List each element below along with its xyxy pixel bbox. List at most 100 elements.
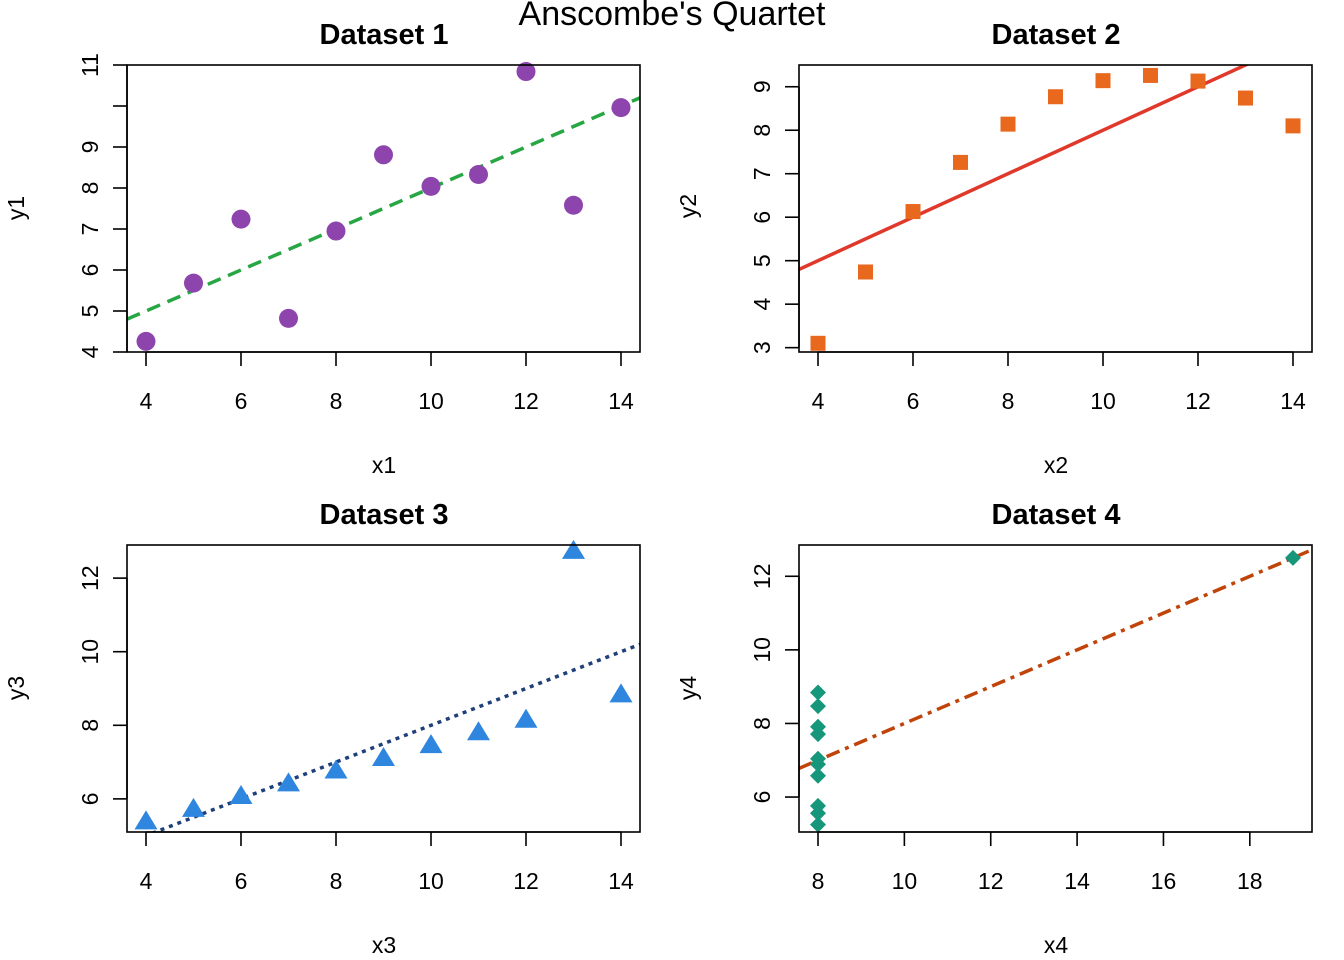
- y-tick-label: 5: [749, 254, 775, 267]
- panel-3-xlabel: x3: [372, 932, 396, 958]
- x-tick-label: 6: [907, 388, 920, 414]
- panel-4-xlabel: x4: [1044, 932, 1069, 958]
- data-point-1-11: [184, 273, 203, 293]
- fit-line-4: [799, 548, 1312, 770]
- x-tick-label: 10: [418, 388, 444, 414]
- x-tick-label: 14: [1280, 388, 1306, 414]
- panel-2-xlabel: x2: [1044, 452, 1068, 478]
- data-point-3-10: [277, 772, 300, 792]
- data-point-2-9: [1190, 73, 1206, 89]
- plot-frame-1: [126, 64, 641, 353]
- y-tick-label: 8: [77, 182, 103, 195]
- data-point-3-4: [372, 747, 395, 767]
- panel-1-ylabel: y1: [3, 196, 29, 220]
- x-tick-label: 14: [608, 388, 634, 414]
- x-tick-label: 8: [1002, 388, 1015, 414]
- panel-4-title: Dataset 4: [992, 499, 1121, 531]
- plot-area-3: 4 6 8 10 12 14 6 8 10 12: [77, 539, 641, 894]
- data-point-1-1: [421, 176, 441, 196]
- fit-line-1: [127, 96, 640, 321]
- panel-2-ylabel: y2: [675, 194, 701, 218]
- plot-frame-2: [798, 64, 1313, 353]
- x-tick-label: 8: [330, 868, 343, 894]
- plot-area-1: 4 6 8 10 12 14 4 5 6 7 8 9 11: [77, 53, 641, 414]
- x-tick-label: 4: [140, 868, 153, 894]
- data-point-3-8: [134, 810, 158, 830]
- data-point-1-10: [279, 308, 298, 328]
- x-tick-label: 10: [892, 868, 918, 894]
- plot-area-2: 4 6 8 10 12 14 3 4 5 6 7 8 9: [749, 64, 1313, 414]
- y-tick-label: 4: [749, 298, 775, 311]
- y-tick-label: 8: [749, 717, 775, 730]
- y-tick-label: 8: [749, 124, 775, 137]
- x-tick-label: 12: [978, 868, 1004, 894]
- x-tick-label: 8: [330, 388, 343, 414]
- y-tick-label: 12: [749, 563, 775, 589]
- plot-frame-4: [798, 544, 1313, 833]
- y-tick-label: 7: [749, 167, 775, 180]
- y-tick-label: 8: [77, 719, 103, 732]
- x-tick-label: 12: [1185, 388, 1211, 414]
- data-point-4-4: [810, 684, 826, 701]
- y-tick-label: 10: [749, 637, 775, 663]
- y-tick-label: 5: [77, 305, 103, 318]
- y-tick-label: 3: [749, 341, 775, 354]
- data-point-1-2: [326, 221, 346, 241]
- y-tick-label: 10: [77, 639, 103, 665]
- data-point-2-7: [905, 204, 921, 220]
- x-tick-label: 6: [235, 868, 248, 894]
- y-tick-label: 9: [77, 141, 103, 154]
- plot-frame-3: [126, 544, 641, 833]
- data-point-3-5: [467, 721, 490, 741]
- data-point-1-4: [374, 145, 393, 165]
- panel-3-ylabel: y3: [3, 676, 29, 700]
- fit-line-2: [799, 65, 1250, 271]
- data-point-1-5: [469, 164, 488, 184]
- y-tick-label: 12: [77, 565, 103, 591]
- data-point-4-7: [810, 816, 826, 833]
- y-tick-label: 6: [77, 792, 103, 805]
- x-tick-label: 4: [140, 388, 153, 414]
- data-point-2-8: [810, 335, 826, 351]
- y-tick-label: 7: [77, 223, 103, 236]
- panel-dataset-4: Dataset 4 x4 y4: [675, 499, 1120, 958]
- x-tick-label: 6: [235, 388, 248, 414]
- x-tick-label: 14: [1064, 868, 1090, 894]
- data-point-2-2: [1000, 116, 1016, 132]
- data-point-4-9: [810, 805, 826, 822]
- y-tick-label: 9: [749, 80, 775, 93]
- data-point-2-6: [1285, 118, 1301, 134]
- x-tick-label: 12: [513, 388, 539, 414]
- data-point-1-6: [611, 98, 631, 118]
- fit-line-3: [150, 642, 640, 832]
- data-point-3-2: [324, 759, 348, 779]
- panel-1-title: Dataset 1: [320, 19, 449, 51]
- y-tick-label: 6: [749, 791, 775, 804]
- data-point-4-5: [810, 698, 826, 715]
- x-tick-label: 16: [1151, 868, 1177, 894]
- data-point-4-8: [1285, 549, 1301, 566]
- data-point-1-8: [136, 331, 156, 351]
- data-point-4-10: [810, 718, 826, 735]
- data-point-1-7: [231, 209, 251, 229]
- panel-2-title: Dataset 2: [992, 19, 1121, 51]
- data-point-4-1: [810, 767, 826, 784]
- figure-title: Anscombe's Quartet: [519, 0, 827, 33]
- data-point-3-1: [419, 734, 443, 754]
- data-point-2-11: [858, 264, 873, 280]
- panel-1-xlabel: x1: [372, 452, 396, 478]
- data-point-3-6: [609, 683, 633, 703]
- x-tick-label: 18: [1237, 868, 1263, 894]
- y-tick-label: 4: [77, 345, 103, 358]
- data-point-1-3: [564, 195, 583, 215]
- panel-dataset-2: Dataset 2 x2 y2: [675, 19, 1120, 478]
- data-point-3-9: [514, 708, 538, 728]
- x-tick-label: 12: [513, 868, 539, 894]
- x-tick-label: 10: [418, 868, 444, 894]
- x-tick-label: 10: [1090, 388, 1116, 414]
- data-point-3-7: [229, 784, 253, 804]
- y-tick-label: 11: [77, 53, 103, 77]
- data-point-4-11: [810, 756, 826, 773]
- data-point-2-5: [1143, 67, 1158, 83]
